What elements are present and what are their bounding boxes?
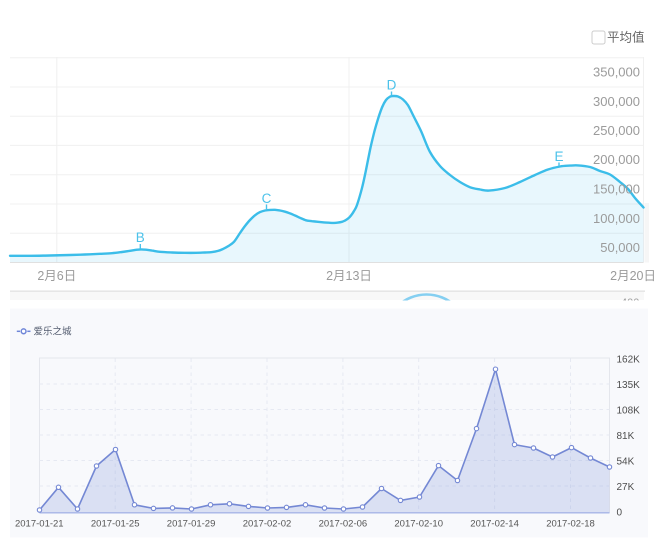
- svg-text:2017-01-21: 2017-01-21: [15, 519, 64, 530]
- svg-text:108K: 108K: [617, 405, 641, 416]
- svg-text:200,000: 200,000: [593, 152, 640, 167]
- svg-text:2017-01-29: 2017-01-29: [167, 519, 216, 530]
- svg-text:150,000: 150,000: [593, 182, 640, 197]
- svg-text:0: 0: [617, 508, 623, 519]
- svg-text:E: E: [554, 149, 563, 164]
- svg-text:300,000: 300,000: [593, 94, 640, 109]
- svg-text:135K: 135K: [617, 380, 641, 391]
- svg-text:100,000: 100,000: [593, 211, 640, 226]
- svg-text:2月6日: 2月6日: [37, 269, 76, 283]
- svg-text:D: D: [387, 78, 397, 93]
- svg-text:平均值: 平均值: [607, 30, 645, 45]
- svg-text:50,000: 50,000: [600, 240, 640, 255]
- svg-text:2月20日: 2月20日: [610, 269, 656, 283]
- svg-text:2017-02-18: 2017-02-18: [546, 519, 595, 530]
- svg-text:B: B: [136, 230, 145, 245]
- svg-text:81K: 81K: [617, 431, 635, 442]
- svg-text:2017-01-25: 2017-01-25: [91, 519, 140, 530]
- svg-text:350,000: 350,000: [593, 65, 640, 80]
- svg-text:2017-02-02: 2017-02-02: [243, 519, 292, 530]
- svg-text:2月13日: 2月13日: [326, 269, 372, 283]
- svg-text:162K: 162K: [617, 354, 641, 365]
- svg-text:2017-02-10: 2017-02-10: [394, 519, 443, 530]
- svg-text:2017-02-06: 2017-02-06: [319, 519, 368, 530]
- svg-text:爱乐之城: 爱乐之城: [34, 326, 73, 338]
- svg-text:2017-02-14: 2017-02-14: [470, 519, 519, 530]
- svg-text:250,000: 250,000: [593, 123, 640, 138]
- svg-text:54K: 54K: [617, 457, 635, 468]
- svg-text:C: C: [262, 191, 272, 206]
- svg-text:27K: 27K: [617, 482, 635, 493]
- svg-text:400: 400: [621, 297, 639, 309]
